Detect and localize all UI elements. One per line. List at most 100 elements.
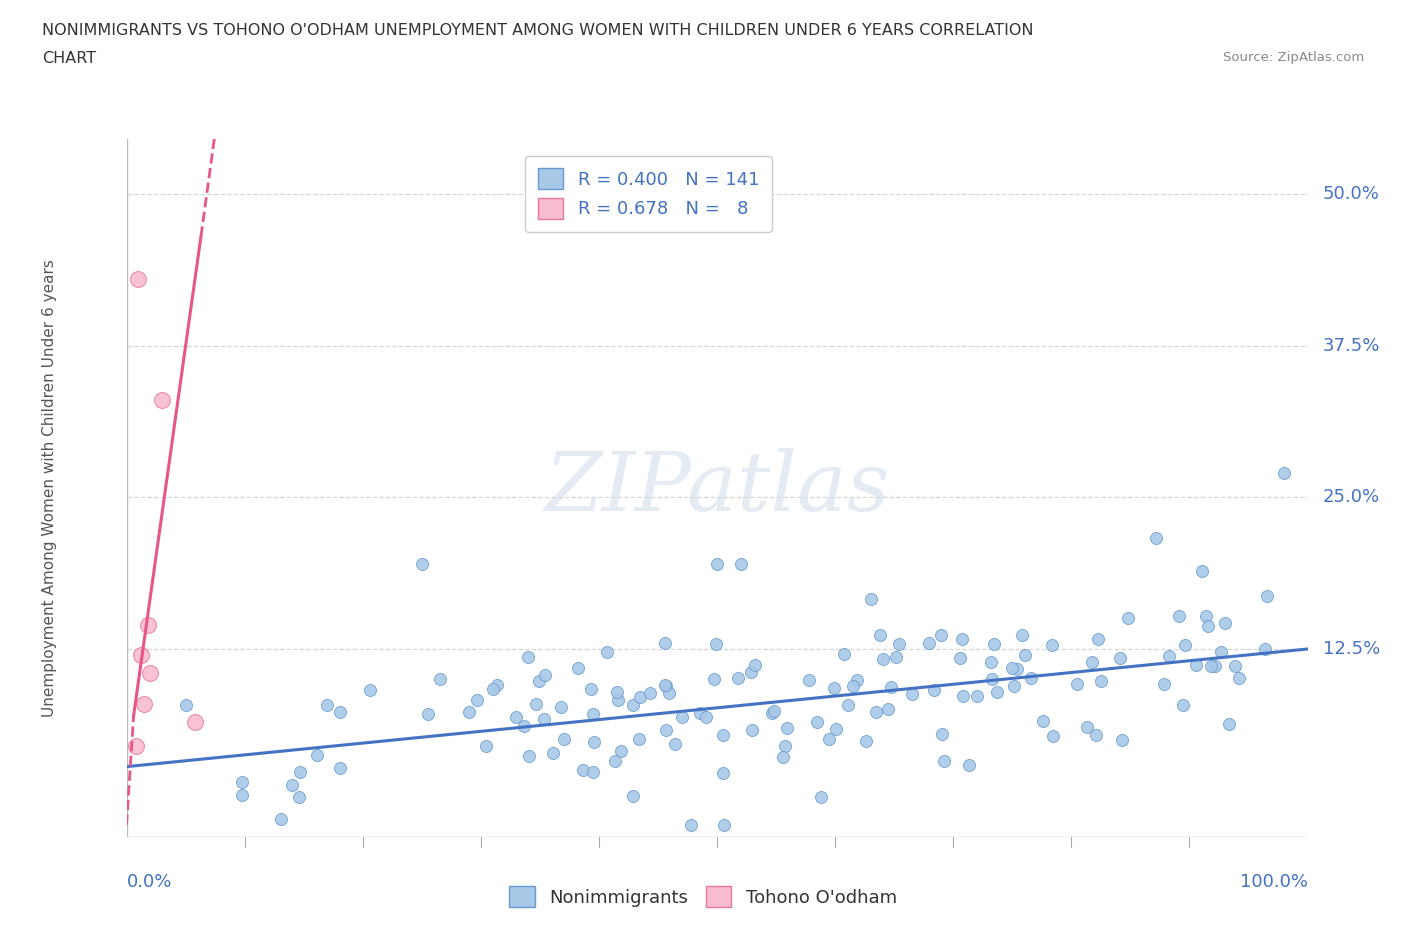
Text: 25.0%: 25.0%	[1323, 488, 1381, 506]
Point	[761, 705, 783, 720]
Point	[125, 738, 148, 753]
Point	[695, 710, 717, 724]
Point	[887, 636, 910, 651]
Point	[482, 682, 505, 697]
Point	[730, 557, 752, 572]
Point	[846, 672, 869, 687]
Point	[1256, 589, 1278, 604]
Point	[1111, 732, 1133, 747]
Point	[741, 723, 763, 737]
Point	[1272, 466, 1295, 481]
Point	[1194, 608, 1216, 623]
Point	[1002, 678, 1025, 693]
Text: Source: ZipAtlas.com: Source: ZipAtlas.com	[1223, 51, 1364, 64]
Text: 12.5%: 12.5%	[1323, 640, 1381, 658]
Point	[416, 706, 439, 721]
Point	[621, 698, 644, 712]
Point	[1144, 531, 1167, 546]
Point	[288, 790, 311, 804]
Point	[270, 812, 292, 827]
Point	[541, 746, 564, 761]
Point	[689, 705, 711, 720]
Point	[610, 744, 633, 759]
Point	[150, 392, 173, 407]
Point	[606, 684, 628, 699]
Point	[533, 711, 555, 726]
Point	[655, 723, 678, 737]
Point	[596, 644, 619, 659]
Point	[411, 557, 433, 572]
Point	[231, 775, 253, 790]
Point	[917, 636, 939, 651]
Point	[458, 705, 481, 720]
Point	[654, 678, 676, 693]
Point	[654, 635, 676, 650]
Point	[329, 761, 352, 776]
Point	[860, 592, 883, 607]
Point	[582, 707, 605, 722]
Text: CHART: CHART	[42, 51, 96, 66]
Point	[842, 679, 865, 694]
Point	[1254, 642, 1277, 657]
Point	[606, 692, 628, 707]
Point	[513, 719, 536, 734]
Point	[529, 673, 551, 688]
Point	[932, 753, 955, 768]
Point	[485, 677, 508, 692]
Point	[931, 627, 953, 642]
Point	[950, 632, 973, 647]
Point	[288, 764, 311, 779]
Point	[884, 650, 907, 665]
Point	[832, 646, 855, 661]
Point	[900, 686, 922, 701]
Point	[713, 817, 735, 832]
Point	[534, 667, 557, 682]
Point	[315, 698, 337, 712]
Point	[773, 738, 796, 753]
Point	[949, 650, 972, 665]
Point	[1171, 698, 1194, 712]
Point	[865, 705, 887, 720]
Point	[1184, 658, 1206, 672]
Point	[305, 748, 328, 763]
Point	[1191, 564, 1213, 578]
Point	[517, 650, 540, 665]
Point	[1032, 713, 1054, 728]
Point	[671, 710, 693, 724]
Point	[877, 701, 900, 716]
Point	[1218, 717, 1240, 732]
Point	[966, 688, 988, 703]
Text: NONIMMIGRANTS VS TOHONO O'ODHAM UNEMPLOYMENT AMONG WOMEN WITH CHILDREN UNDER 6 Y: NONIMMIGRANTS VS TOHONO O'ODHAM UNEMPLOY…	[42, 23, 1033, 38]
Point	[824, 722, 846, 737]
Point	[658, 685, 681, 700]
Point	[231, 787, 253, 802]
Point	[139, 666, 162, 681]
Point	[706, 557, 728, 572]
Point	[1001, 661, 1024, 676]
Point	[762, 704, 785, 719]
Point	[1090, 673, 1112, 688]
Point	[869, 628, 891, 643]
Point	[1199, 658, 1222, 673]
Point	[127, 272, 149, 286]
Point	[655, 678, 678, 693]
Point	[134, 697, 156, 711]
Point	[1019, 671, 1042, 685]
Point	[129, 647, 152, 662]
Point	[664, 737, 686, 751]
Point	[957, 758, 980, 773]
Point	[1014, 647, 1036, 662]
Text: 37.5%: 37.5%	[1323, 337, 1381, 354]
Point	[1153, 676, 1175, 691]
Point	[572, 763, 595, 777]
Point	[1085, 728, 1108, 743]
Point	[1174, 638, 1197, 653]
Legend: Nonimmigrants, Tohono O'odham: Nonimmigrants, Tohono O'odham	[501, 877, 905, 916]
Point	[980, 671, 1002, 686]
Point	[621, 789, 644, 804]
Point	[1042, 729, 1064, 744]
Point	[1007, 662, 1029, 677]
Point	[1223, 658, 1246, 673]
Point	[1167, 609, 1189, 624]
Point	[1209, 644, 1232, 659]
